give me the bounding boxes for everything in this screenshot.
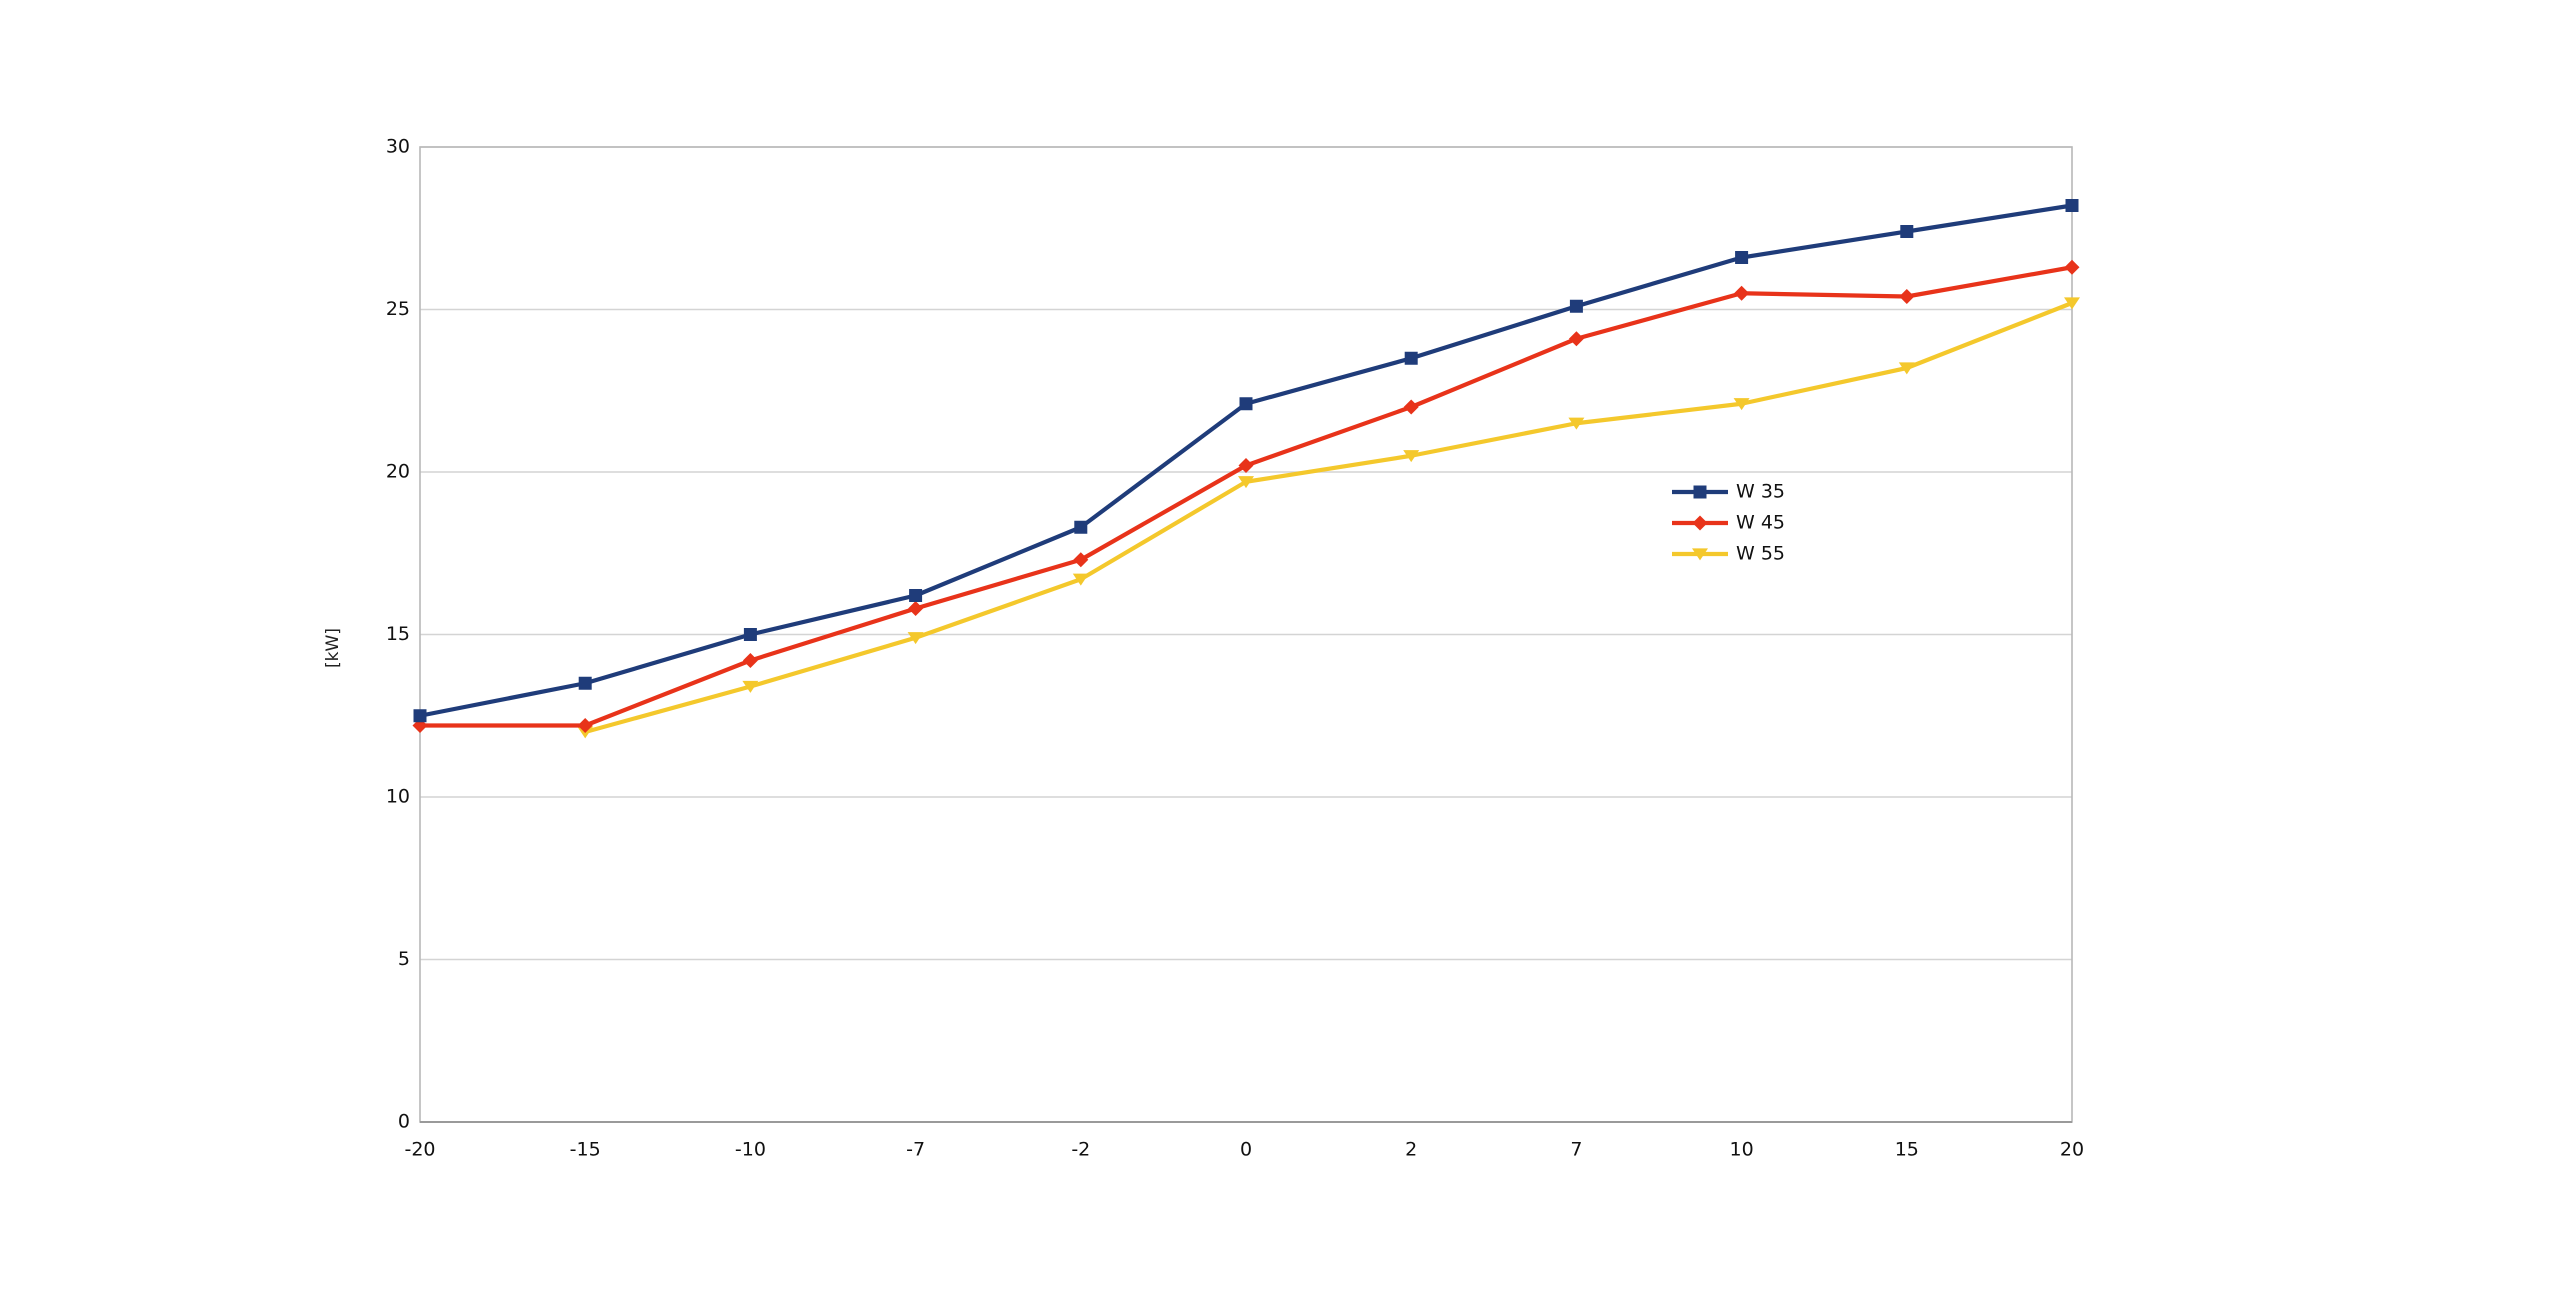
x-tick-label: 10 — [1730, 1139, 1754, 1161]
legend-marker — [1692, 548, 1708, 561]
legend-item: W 35 — [1672, 481, 1785, 503]
data-point — [1239, 397, 1253, 411]
data-point — [1569, 299, 1583, 313]
series-line — [583, 300, 2075, 735]
legend-label: W 55 — [1736, 543, 1785, 565]
data-point — [413, 709, 427, 723]
data-point — [577, 718, 593, 733]
data-point — [1238, 458, 1254, 473]
data-point — [1074, 520, 1088, 534]
series-layer — [412, 199, 2080, 739]
legend-item: W 55 — [1672, 543, 1785, 565]
data-point — [1072, 573, 1089, 586]
x-tick-label: -7 — [906, 1139, 925, 1161]
data-point — [2064, 259, 2080, 275]
x-tick-label: -15 — [570, 1139, 601, 1161]
data-point — [578, 676, 592, 690]
data-point — [907, 632, 924, 645]
data-point — [2065, 199, 2079, 212]
y-tick-label: 0 — [398, 1111, 410, 1133]
y-tick-label: 25 — [386, 298, 410, 320]
legend-marker — [1693, 485, 1707, 499]
x-tick-label: 0 — [1240, 1139, 1252, 1161]
y-tick-label: 15 — [386, 623, 410, 645]
x-tick-label: 2 — [1405, 1139, 1417, 1161]
data-point — [1403, 399, 1419, 415]
legend: W 35 W 45 W 55 — [1672, 481, 1785, 565]
data-point — [743, 628, 757, 641]
data-point — [1733, 398, 1750, 411]
x-tick-label: 15 — [1895, 1139, 1919, 1161]
data-point — [1403, 450, 1420, 463]
legend-label: W 35 — [1736, 481, 1785, 503]
data-point — [742, 653, 758, 668]
y-tick-label: 10 — [386, 786, 410, 808]
data-point — [1735, 251, 1749, 264]
data-point — [909, 589, 923, 602]
legend-marker — [1692, 515, 1708, 531]
data-point — [1238, 476, 1254, 489]
data-point — [1568, 331, 1584, 347]
data-point — [1568, 417, 1585, 430]
data-point — [1073, 552, 1089, 568]
x-tick-label: 7 — [1570, 1139, 1582, 1161]
data-point — [908, 601, 924, 616]
x-tick-label: -10 — [735, 1139, 766, 1161]
data-point — [1898, 362, 1915, 375]
series-w-55 — [577, 297, 2080, 739]
y-tick-label: 30 — [386, 136, 410, 158]
legend-item: W 45 — [1672, 512, 1785, 534]
data-point — [2064, 297, 2080, 310]
data-point — [1900, 225, 1914, 238]
y-tick-label: 5 — [398, 948, 410, 970]
data-point — [1404, 351, 1418, 365]
data-point — [742, 680, 759, 693]
x-tick-label: -20 — [404, 1139, 435, 1161]
series-w-45 — [412, 259, 2080, 733]
data-point — [1899, 289, 1915, 304]
series-w-35 — [413, 199, 2079, 723]
legend-label: W 45 — [1736, 512, 1785, 534]
grid-layer — [420, 146, 2072, 961]
x-tick-label: -2 — [1071, 1139, 1090, 1161]
y-axis-label: [kW] — [323, 628, 343, 668]
y-tick-label: 20 — [386, 461, 410, 483]
data-point — [1734, 285, 1750, 301]
x-tick-label: 20 — [2060, 1139, 2084, 1161]
